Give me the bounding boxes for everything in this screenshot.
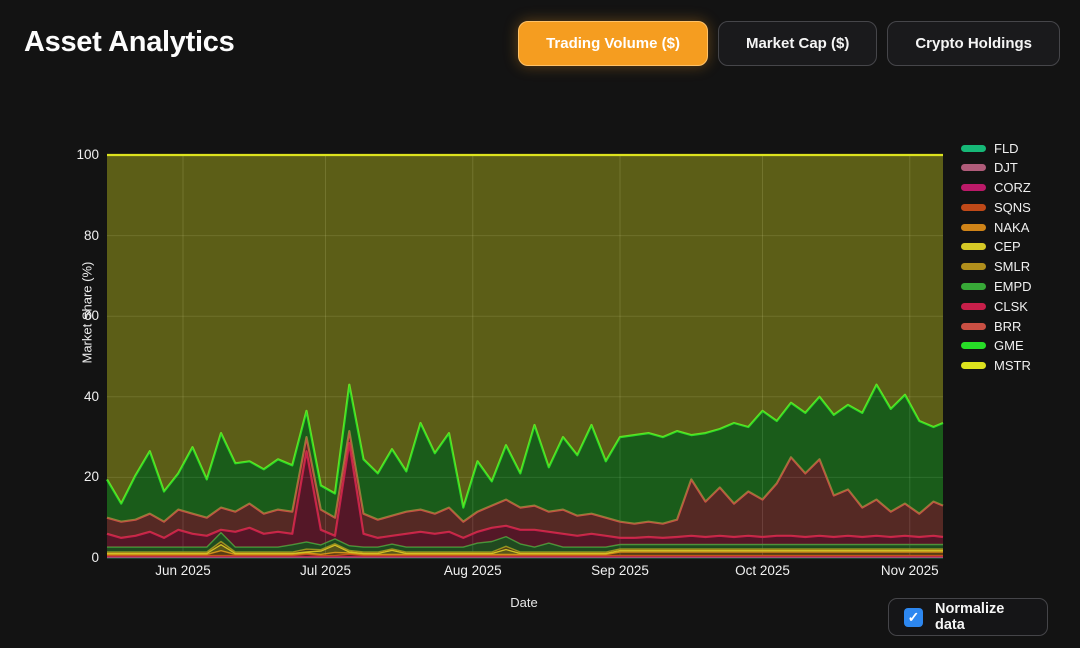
legend-item-SMLR[interactable]: SMLR bbox=[961, 259, 1032, 275]
normalize-checkbox[interactable]: ✓ bbox=[904, 607, 923, 627]
y-tick-label: 100 bbox=[76, 147, 99, 162]
line-SMLR bbox=[107, 540, 943, 553]
x-tick-label: Aug 2025 bbox=[443, 563, 502, 578]
legend-swatch-CLSK bbox=[961, 302, 986, 310]
legend-label: EMPD bbox=[994, 279, 1032, 295]
legend-label: NAKA bbox=[994, 219, 1030, 235]
legend-swatch-EMPD bbox=[961, 283, 986, 291]
legend-label: FLD bbox=[994, 140, 1019, 156]
normalize-label: Normalize data bbox=[935, 601, 1005, 633]
legend-item-DJT[interactable]: DJT bbox=[961, 160, 1032, 176]
stacked-area-chart[interactable] bbox=[106, 153, 944, 559]
legend-item-SQNS[interactable]: SQNS bbox=[961, 199, 1032, 215]
legend-swatch-CEP bbox=[961, 243, 986, 251]
area-EMPD bbox=[107, 532, 943, 552]
line-CEP bbox=[107, 544, 943, 555]
legend-label: BRR bbox=[994, 318, 1022, 334]
legend-item-FLD[interactable]: FLD bbox=[961, 140, 1032, 156]
legend-swatch-FLD bbox=[961, 144, 986, 152]
x-tick-label: Oct 2025 bbox=[735, 563, 790, 578]
legend-item-BRR[interactable]: BRR bbox=[961, 318, 1032, 334]
line-EMPD bbox=[107, 531, 943, 548]
y-tick-label: 60 bbox=[83, 308, 99, 324]
legend-label: CORZ bbox=[994, 180, 1031, 196]
legend-label: DJT bbox=[994, 160, 1018, 176]
line-SQNS bbox=[107, 553, 943, 557]
legend-item-CEP[interactable]: CEP bbox=[961, 239, 1032, 255]
crypto-holdings-button[interactable]: Crypto Holdings bbox=[887, 21, 1060, 66]
y-tick-label: 40 bbox=[83, 388, 99, 404]
legend-swatch-GME bbox=[961, 342, 986, 350]
line-BRR bbox=[106, 430, 944, 525]
legend-label: CLSK bbox=[994, 298, 1028, 314]
legend-label: SQNS bbox=[994, 199, 1031, 215]
area-SMLR bbox=[107, 541, 943, 554]
legend-item-EMPD[interactable]: EMPD bbox=[961, 279, 1032, 295]
area-GME bbox=[107, 384, 943, 524]
x-tick-label: Jun 2025 bbox=[155, 563, 211, 578]
legend-swatch-DJT bbox=[961, 164, 986, 172]
line-NAKA bbox=[107, 550, 943, 556]
legend-swatch-NAKA bbox=[961, 223, 986, 231]
legend-item-NAKA[interactable]: NAKA bbox=[961, 219, 1032, 235]
legend-swatch-SMLR bbox=[961, 263, 986, 271]
x-tick-label: Jul 2025 bbox=[299, 563, 352, 578]
market-cap-button[interactable]: Market Cap ($) bbox=[717, 21, 878, 66]
legend-item-CLSK[interactable]: CLSK bbox=[961, 298, 1032, 314]
y-tick-label: 80 bbox=[83, 227, 99, 243]
legend-label: CEP bbox=[994, 239, 1021, 255]
y-tick-label: 20 bbox=[83, 469, 99, 485]
chart-legend: FLD DJT CORZ SQNS NAKA CEP SMLR EMPD CLSK BRR GME M… bbox=[961, 141, 1032, 373]
line-GME bbox=[106, 383, 944, 509]
legend-swatch-BRR bbox=[961, 322, 986, 330]
normalize-data-control[interactable]: ✓ Normalize data bbox=[888, 598, 1048, 636]
legend-swatch-SQNS bbox=[961, 203, 986, 211]
x-axis-title: Date bbox=[510, 595, 538, 610]
legend-item-MSTR[interactable]: MSTR bbox=[961, 358, 1032, 374]
legend-item-CORZ[interactable]: CORZ bbox=[961, 180, 1032, 196]
area-BRR bbox=[107, 431, 943, 538]
legend-label: SMLR bbox=[994, 259, 1031, 275]
metric-toggle-group: Trading Volume ($) Market Cap ($) Crypto… bbox=[518, 21, 1060, 66]
legend-swatch-MSTR bbox=[961, 362, 986, 370]
legend-item-GME[interactable]: GME bbox=[961, 338, 1032, 354]
y-tick-label: 0 bbox=[91, 550, 99, 565]
legend-label: MSTR bbox=[994, 358, 1031, 374]
trading-volume-button[interactable]: Trading Volume ($) bbox=[518, 21, 708, 66]
x-tick-label: Nov 2025 bbox=[880, 563, 939, 578]
legend-swatch-CORZ bbox=[961, 184, 986, 192]
page-title: Asset Analytics bbox=[24, 26, 235, 58]
area-MSTR bbox=[107, 155, 943, 508]
area-CLSK bbox=[107, 443, 943, 548]
line-CLSK bbox=[106, 442, 944, 539]
legend-label: GME bbox=[994, 338, 1024, 354]
x-tick-label: Sep 2025 bbox=[591, 563, 649, 578]
